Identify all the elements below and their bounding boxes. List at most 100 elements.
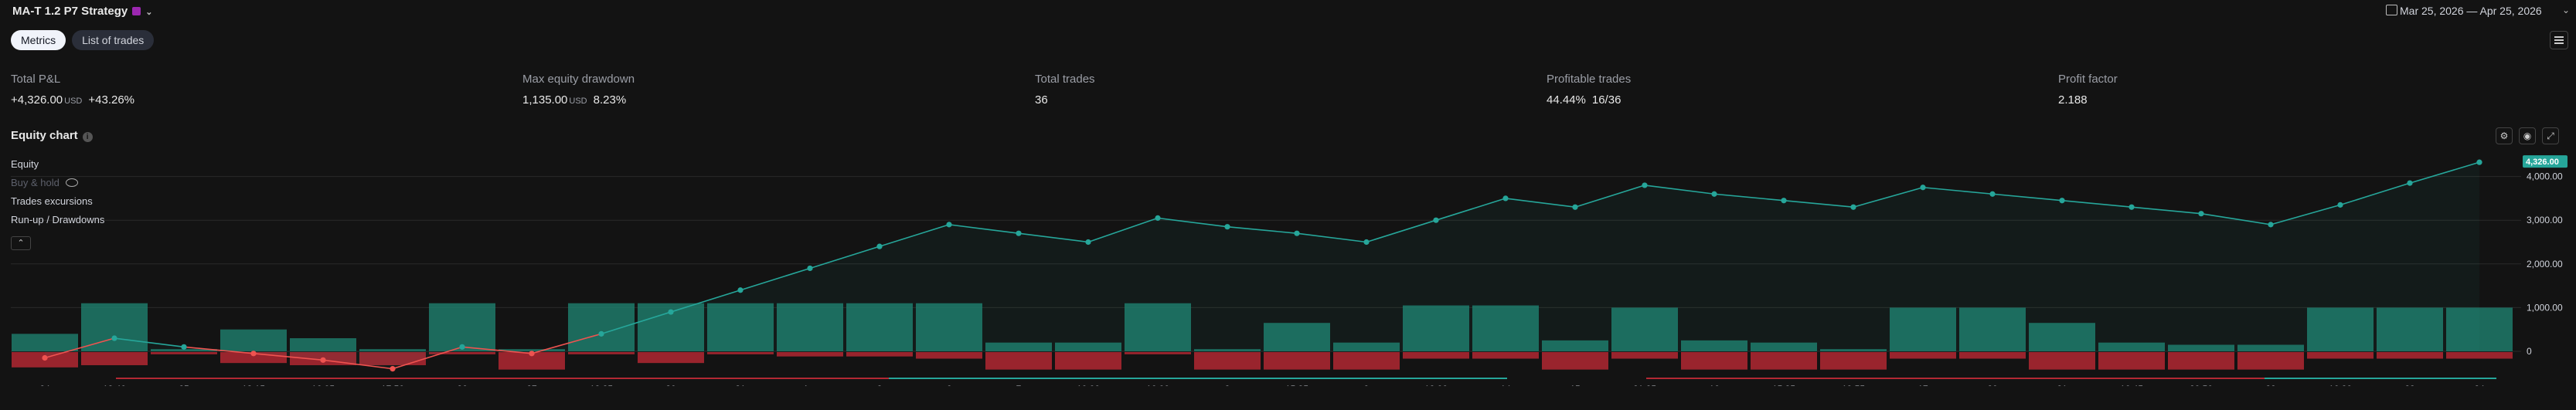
runup-bar <box>1681 340 1747 351</box>
tab-metrics[interactable]: Metrics <box>11 30 66 50</box>
chevron-up-icon[interactable]: ⌃ <box>11 236 31 250</box>
runup-bar <box>2237 344 2304 351</box>
equity-segment <box>2131 206 2202 215</box>
equity-chart[interactable]: 4,000.00 3,000.00 2,000.00 1,000.00 0 4,326.… <box>0 147 2576 386</box>
equity-area <box>45 162 2479 369</box>
x-tick-label: 15:35 <box>1285 384 1308 386</box>
tab-list-of-trades[interactable]: List of trades <box>72 30 155 50</box>
metric-max-drawdown: Max equity drawdown 1,135.00 USD 8.23% <box>522 73 635 107</box>
equity-segment <box>1366 219 1437 243</box>
drawdown-bar <box>916 352 982 359</box>
x-tick-label: 2 <box>877 384 883 386</box>
equity-point <box>737 287 744 293</box>
equity-point <box>1155 215 1161 221</box>
runup-bar <box>1542 340 1608 351</box>
x-tick-label: 23 <box>2404 384 2415 386</box>
x-tick-label: 15:35 <box>1772 384 1795 386</box>
equity-point <box>459 344 465 350</box>
chevron-down-icon[interactable]: ⌄ <box>2562 5 2571 15</box>
drawdown-bar <box>2446 352 2513 359</box>
equity-segment <box>740 267 811 291</box>
metric-value: +4,326.00 USD +43.26% <box>11 93 134 107</box>
equity-point <box>250 351 257 357</box>
x-tick-label: 16:20 <box>2329 384 2352 386</box>
x-tick-label: 27 <box>526 384 537 386</box>
x-tick-label: 16 <box>1709 384 1720 386</box>
legend-trades-excursions[interactable]: Trades excursions <box>11 195 93 207</box>
drawdown-bar <box>1194 352 1261 370</box>
metric-label: Profit factor <box>2058 73 2118 86</box>
drawdown-bar <box>1125 352 1191 354</box>
current-value-badge <box>2523 155 2567 168</box>
runup-bar <box>499 349 565 351</box>
drawdown-bar <box>1403 352 1469 359</box>
x-tick-label: 26 <box>457 384 468 386</box>
equity-segment <box>322 359 393 370</box>
metric-profit-factor: Profit factor 2.188 <box>2058 73 2118 107</box>
y-tick-label: 1,000.00 <box>2527 302 2563 313</box>
metric-value: 44.44% 16/36 <box>1547 93 1631 107</box>
runup-bar <box>1403 305 1469 351</box>
drawdown-bar <box>2307 352 2374 359</box>
calendar-icon[interactable] <box>2386 5 2397 15</box>
strategy-title-text: MA-T 1.2 P7 Strategy <box>12 5 128 18</box>
drawdown-bar <box>1264 352 1330 370</box>
runup-bar <box>707 303 774 351</box>
x-tick-label: 10:00 <box>1077 384 1100 386</box>
equity-point <box>1989 191 1996 197</box>
equity-segment <box>1853 186 1924 208</box>
x-tick-label: 15 <box>1570 384 1581 386</box>
metric-value: 2.188 <box>2058 93 2088 107</box>
equity-segment <box>183 346 254 354</box>
list-icon[interactable] <box>2550 31 2568 49</box>
metric-number: 44.44% <box>1547 93 1586 107</box>
x-tick-label: 6 <box>947 384 952 386</box>
runup-bar <box>1333 342 1400 351</box>
equity-segment <box>2409 161 2480 184</box>
equity-point <box>1781 198 1787 204</box>
equity-point <box>2198 211 2204 217</box>
settings-icon[interactable]: ⚙ <box>2496 127 2513 144</box>
equity-point <box>668 309 674 315</box>
drawdown-bar <box>81 352 148 365</box>
equity-segment <box>1087 217 1159 243</box>
drawdown-bar <box>359 352 426 365</box>
equity-segment <box>2339 182 2411 206</box>
equity-point <box>1224 224 1230 230</box>
excursion-loss-strip <box>116 378 1507 379</box>
x-tick-label: 24 <box>39 384 50 386</box>
chevron-down-icon[interactable]: ⌄ <box>145 8 153 17</box>
metric-unit: USD <box>569 97 587 106</box>
legend-equity[interactable]: Equity <box>11 158 39 170</box>
runup-bar <box>429 303 495 351</box>
strategy-title[interactable]: MA-T 1.2 P7 Strategy ⌄ <box>12 5 152 18</box>
equity-point <box>1572 204 1578 210</box>
legend-runup-drawdowns[interactable]: Run-up / Drawdowns <box>11 214 105 225</box>
runup-bar <box>1264 323 1330 351</box>
metric-percent: +43.26% <box>88 93 135 107</box>
equity-segment <box>670 289 741 313</box>
metric-label: Total trades <box>1035 73 1095 86</box>
drawdown-bar <box>568 352 635 354</box>
current-value-label: 4,326.00 <box>2526 158 2559 167</box>
excursion-loss-strip <box>1646 378 2265 379</box>
camera-icon[interactable]: ◉ <box>2519 127 2536 144</box>
x-tick-label: 30 <box>665 384 676 386</box>
equity-segment <box>1505 198 1576 208</box>
x-tick-label: 17 <box>1918 384 1928 386</box>
x-tick-label: 18:00 <box>1424 384 1448 386</box>
drawdown-bar <box>1751 352 1817 370</box>
drawdown-bar <box>2377 352 2443 359</box>
info-icon[interactable]: i <box>82 132 93 142</box>
drawdown-bar <box>2098 352 2165 370</box>
equity-chart-title: Equity chart i <box>11 129 93 142</box>
equity-segment <box>2200 212 2271 225</box>
fullscreen-icon[interactable]: ⤢ <box>2542 127 2559 144</box>
legend-buy-hold[interactable]: Buy & hold <box>11 177 78 188</box>
eye-icon[interactable] <box>65 178 78 187</box>
date-range[interactable]: Mar 25, 2026 — Apr 25, 2026 <box>2400 5 2542 17</box>
equity-segment <box>1713 193 1785 202</box>
runup-bar <box>846 303 913 351</box>
equity-point <box>2337 202 2343 208</box>
x-tick-label: 8 <box>1225 384 1230 386</box>
